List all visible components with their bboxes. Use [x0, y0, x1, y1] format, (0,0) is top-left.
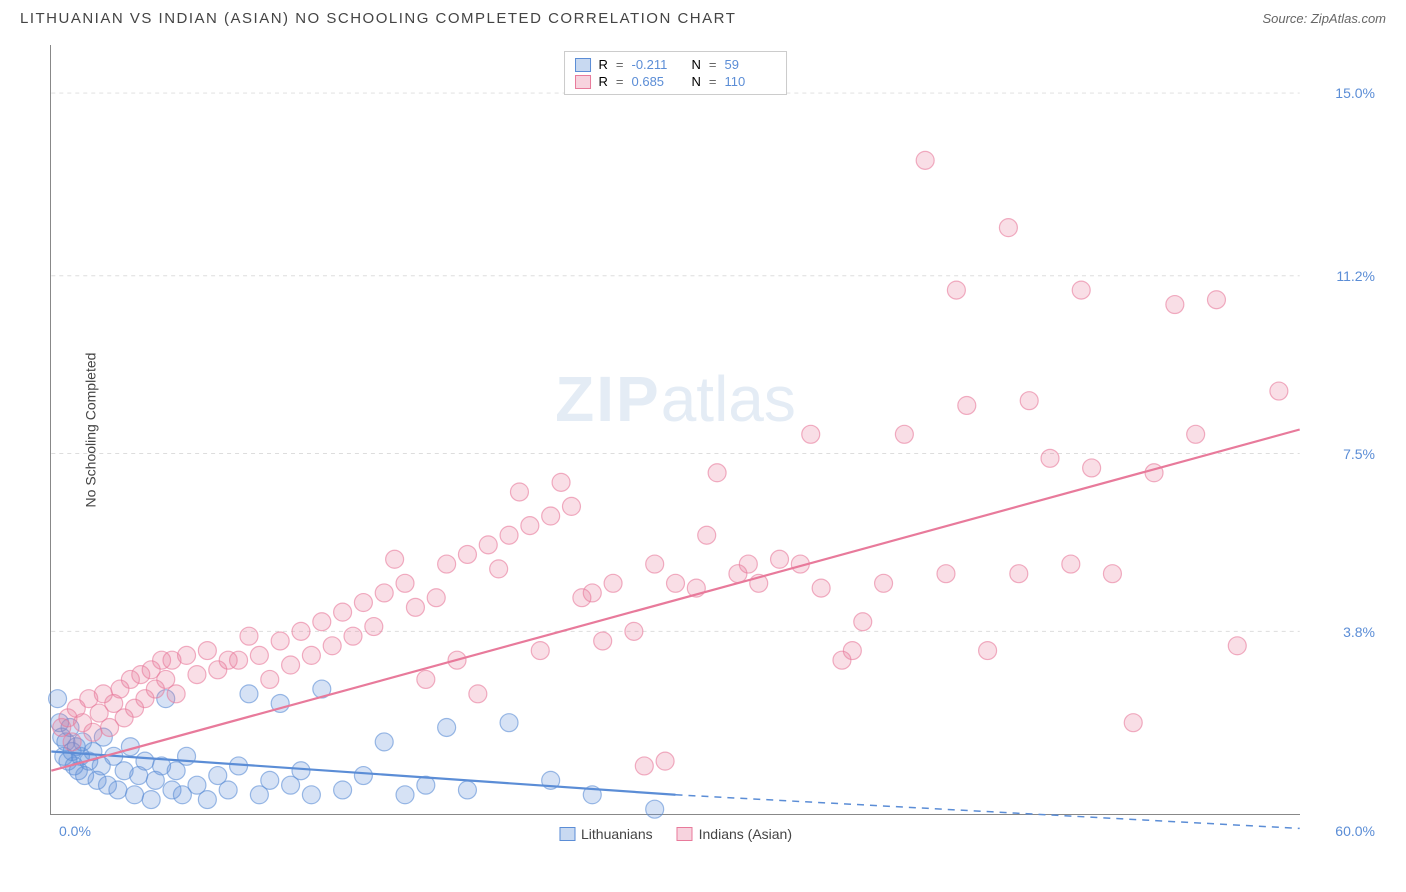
y-tick-label: 3.8% [1343, 624, 1375, 640]
swatch-blue [575, 58, 591, 72]
stat-N-label: N [692, 57, 701, 72]
legend-label-1: Indians (Asian) [699, 826, 792, 842]
stat-R-label: R [599, 57, 608, 72]
legend-stats-row-1: R = 0.685 N = 110 [575, 73, 777, 90]
source-label: Source: ZipAtlas.com [1262, 11, 1386, 26]
plot-region: No Schooling Completed ZIPatlas R = -0.2… [50, 45, 1300, 815]
x-tick-right: 60.0% [1335, 823, 1375, 839]
stat-N-val-0: 59 [724, 57, 776, 72]
plot-svg [51, 45, 1300, 814]
stat-R-val-1: 0.685 [632, 74, 684, 89]
swatch-pink [575, 75, 591, 89]
legend-swatch-0 [559, 827, 575, 841]
legend-swatch-1 [677, 827, 693, 841]
legend-item-1: Indians (Asian) [677, 826, 792, 842]
stat-eq: = [709, 57, 717, 72]
legend-stats-box: R = -0.211 N = 59 R = 0.685 N = 110 [564, 51, 788, 95]
legend-stats-row-0: R = -0.211 N = 59 [575, 56, 777, 73]
stat-N-label: N [692, 74, 701, 89]
stat-N-val-1: 110 [724, 74, 776, 89]
stat-eq: = [616, 74, 624, 89]
legend-bottom: Lithuanians Indians (Asian) [559, 826, 792, 842]
chart-area: No Schooling Completed ZIPatlas R = -0.2… [50, 45, 1386, 845]
stat-R-label: R [599, 74, 608, 89]
y-tick-label: 11.2% [1336, 268, 1375, 284]
chart-title: LITHUANIAN VS INDIAN (ASIAN) NO SCHOOLIN… [20, 10, 736, 27]
stat-R-val-0: -0.211 [632, 57, 684, 72]
stat-eq: = [709, 74, 717, 89]
legend-item-0: Lithuanians [559, 826, 653, 842]
y-tick-label: 7.5% [1343, 446, 1375, 462]
legend-label-0: Lithuanians [581, 826, 653, 842]
x-tick-left: 0.0% [59, 823, 91, 839]
y-tick-label: 15.0% [1335, 85, 1375, 101]
stat-eq: = [616, 57, 624, 72]
